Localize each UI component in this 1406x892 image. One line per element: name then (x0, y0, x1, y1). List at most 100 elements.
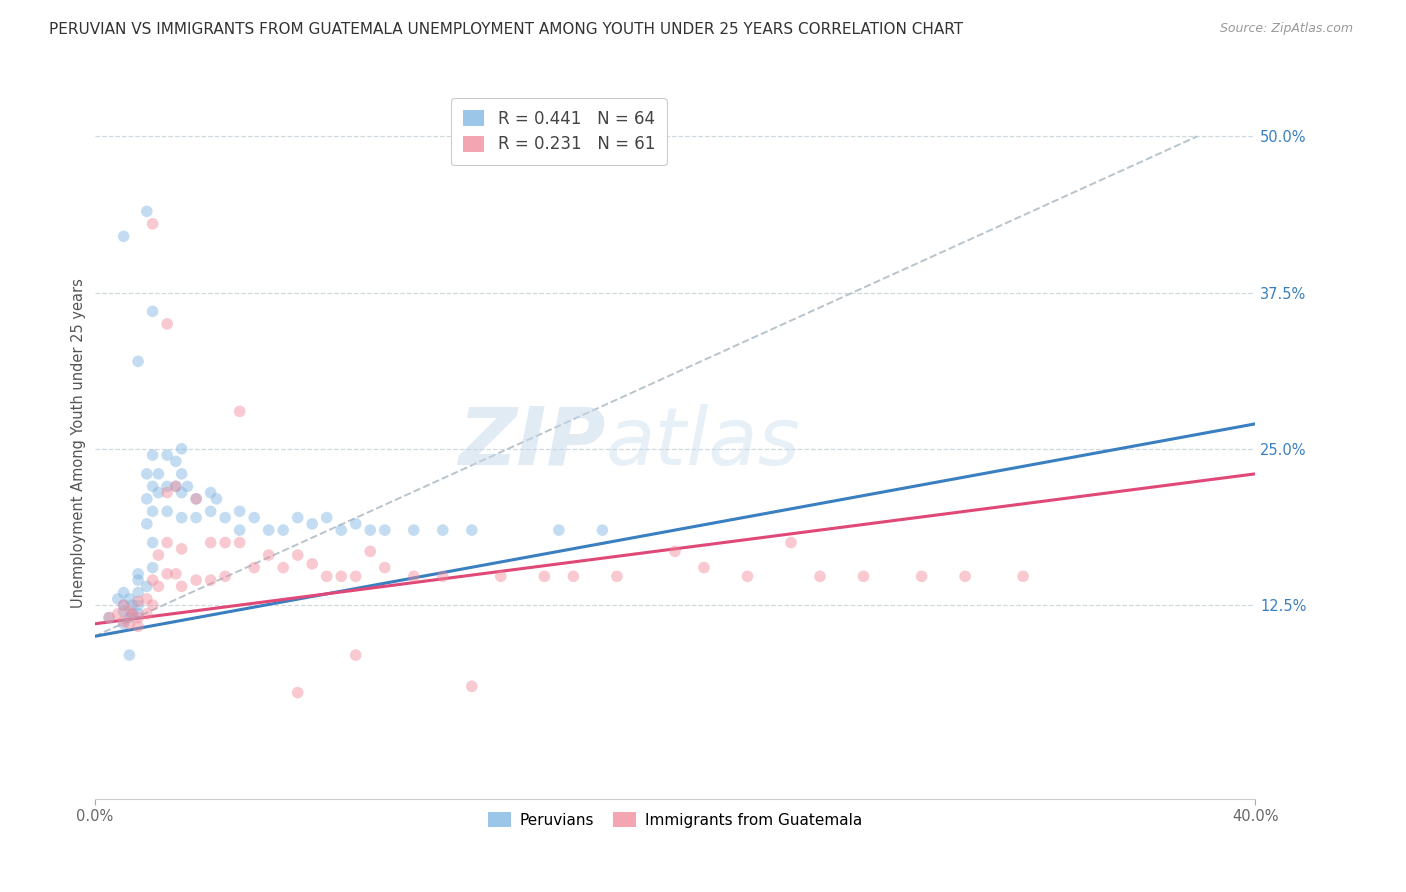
Point (562, 569, 585, 583)
Point (127, 598, 149, 612)
Point (852, 569, 875, 583)
Point (127, 619, 149, 633)
Point (271, 560, 294, 574)
Point (271, 523, 294, 537)
Point (432, 523, 454, 537)
Point (737, 569, 759, 583)
Point (127, 610, 149, 624)
Point (184, 491, 207, 506)
Point (184, 573, 207, 587)
Point (148, 548, 170, 562)
Point (112, 604, 135, 618)
Point (344, 569, 367, 583)
Point (165, 479, 187, 493)
Point (142, 598, 165, 612)
Point (228, 504, 250, 518)
Point (112, 616, 135, 631)
Point (243, 560, 266, 574)
Point (606, 569, 628, 583)
Point (142, 504, 165, 518)
Point (121, 607, 143, 621)
Point (200, 485, 222, 500)
Point (127, 566, 149, 581)
Point (156, 485, 179, 500)
Point (118, 591, 141, 606)
Y-axis label: Unemployment Among Youth under 25 years: Unemployment Among Youth under 25 years (72, 277, 86, 607)
Point (374, 523, 396, 537)
Point (127, 594, 149, 608)
Point (98, 610, 121, 624)
Point (156, 504, 179, 518)
Point (156, 566, 179, 581)
Text: PERUVIAN VS IMMIGRANTS FROM GUATEMALA UNEMPLOYMENT AMONG YOUTH UNDER 25 YEARS CO: PERUVIAN VS IMMIGRANTS FROM GUATEMALA UN… (49, 22, 963, 37)
Point (184, 491, 207, 506)
Point (142, 560, 165, 574)
Point (112, 585, 135, 599)
Point (808, 569, 831, 583)
Point (359, 523, 381, 537)
Point (127, 573, 149, 587)
Point (461, 679, 484, 693)
Point (127, 354, 149, 368)
Point (315, 510, 337, 524)
Point (780, 535, 803, 549)
Point (135, 467, 157, 481)
Point (200, 504, 222, 518)
Point (243, 510, 266, 524)
Point (228, 404, 250, 418)
Point (591, 523, 613, 537)
Point (200, 573, 222, 587)
Point (170, 541, 193, 556)
Point (170, 467, 193, 481)
Point (1012, 569, 1035, 583)
Point (112, 229, 135, 244)
Point (127, 585, 149, 599)
Point (127, 607, 149, 621)
Point (170, 442, 193, 456)
Point (165, 479, 187, 493)
Point (547, 523, 569, 537)
Point (98, 610, 121, 624)
Point (344, 516, 367, 531)
Text: atlas: atlas (606, 403, 800, 482)
Point (359, 544, 381, 558)
Point (344, 648, 367, 662)
Point (533, 569, 555, 583)
Point (315, 569, 337, 583)
Point (184, 510, 207, 524)
Point (489, 569, 512, 583)
Point (301, 516, 323, 531)
Point (910, 569, 932, 583)
Point (287, 510, 309, 524)
Point (170, 510, 193, 524)
Point (257, 523, 280, 537)
Point (156, 479, 179, 493)
Point (200, 535, 222, 549)
Point (121, 598, 143, 612)
Point (156, 448, 179, 462)
Point (156, 317, 179, 331)
Point (148, 579, 170, 593)
Legend: Peruvians, Immigrants from Guatemala: Peruvians, Immigrants from Guatemala (482, 806, 868, 834)
Point (214, 510, 236, 524)
Point (176, 479, 198, 493)
Point (112, 598, 135, 612)
Point (118, 604, 141, 618)
Point (287, 685, 309, 699)
Point (953, 569, 976, 583)
Point (205, 491, 228, 506)
Point (112, 598, 135, 612)
Point (142, 479, 165, 493)
Point (257, 548, 280, 562)
Point (142, 304, 165, 318)
Point (228, 535, 250, 549)
Point (156, 535, 179, 549)
Point (142, 217, 165, 231)
Point (402, 523, 425, 537)
Point (432, 569, 454, 583)
Point (107, 607, 129, 621)
Point (107, 591, 129, 606)
Point (118, 648, 141, 662)
Point (214, 535, 236, 549)
Point (142, 573, 165, 587)
